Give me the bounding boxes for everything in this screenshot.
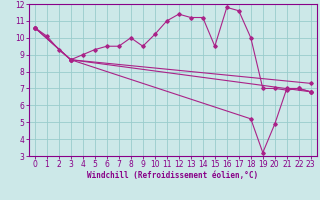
X-axis label: Windchill (Refroidissement éolien,°C): Windchill (Refroidissement éolien,°C) — [87, 171, 258, 180]
